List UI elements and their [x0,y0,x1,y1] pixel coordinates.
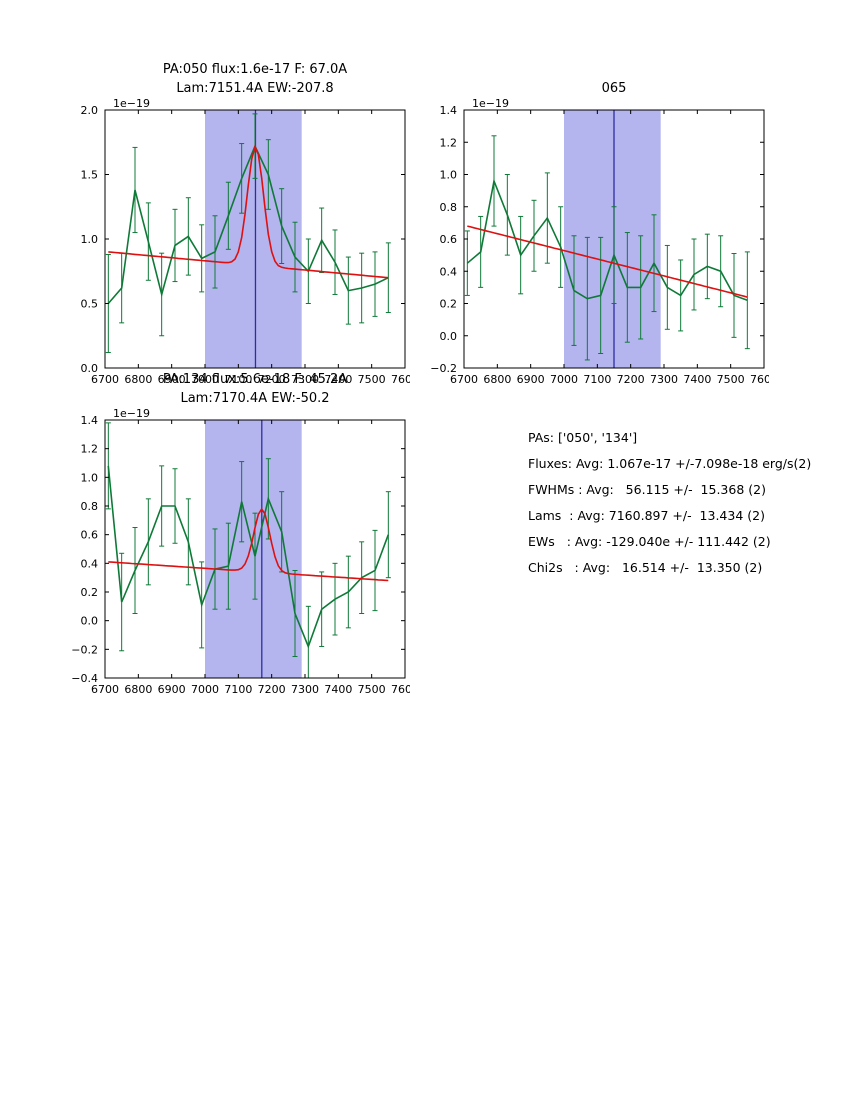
svg-text:7300: 7300 [291,683,319,696]
svg-text:7000: 7000 [550,373,578,386]
svg-text:2.0: 2.0 [81,104,99,117]
svg-text:−0.2: −0.2 [71,643,98,656]
svg-text:7400: 7400 [683,373,711,386]
chart-title-065: 065 [464,58,764,98]
svg-text:1.0: 1.0 [81,233,99,246]
svg-text:1.2: 1.2 [440,136,458,149]
svg-text:7500: 7500 [358,683,386,696]
svg-text:6700: 6700 [91,683,119,696]
plot-065: 6700 6800 6900 7000 7100 7200 7300 7400 7500 7600… [430,98,769,386]
svg-text:7400: 7400 [324,373,352,386]
svg-text:7000: 7000 [191,683,219,696]
svg-text:6800: 6800 [124,683,152,696]
svg-text:7200: 7200 [617,373,645,386]
svg-text:0.4: 0.4 [440,265,458,278]
chart-title-line: 065 [601,81,627,96]
chart-title-line: Lam:7151.4A EW:-207.8 [176,81,334,96]
svg-text:7100: 7100 [224,683,252,696]
stats-line-fluxes: Fluxes: Avg: 1.067e-17 +/-7.098e-18 erg/… [528,456,812,471]
svg-text:6900: 6900 [517,373,545,386]
svg-text:0.0: 0.0 [81,615,99,628]
chart-title-line: Lam:7170.4A EW:-50.2 [180,391,330,406]
svg-text:1e−19: 1e−19 [113,408,150,420]
svg-text:0.0: 0.0 [440,330,458,343]
chart-title-pa134: PA:134 flux:5.6e-18 F: 45.2A Lam:7170.4A… [105,368,405,408]
plot-pa134: 6700 6800 6900 7000 7100 7200 7300 7400 7500 7600… [71,408,410,696]
svg-text:7300: 7300 [650,373,678,386]
svg-text:1.4: 1.4 [81,414,99,427]
svg-text:1.0: 1.0 [440,169,458,182]
svg-text:6700: 6700 [91,373,119,386]
svg-text:7100: 7100 [583,373,611,386]
svg-text:0.6: 0.6 [81,529,99,542]
svg-text:7000: 7000 [191,373,219,386]
stats-line-lams: Lams : Avg: 7160.897 +/- 13.434 (2) [528,508,765,523]
svg-text:6900: 6900 [158,373,186,386]
chart-065: 065 6700 6800 6900 7000 7100 7200 7300 7400 7500… [409,58,769,398]
svg-text:0.8: 0.8 [440,201,458,214]
svg-text:1.2: 1.2 [81,443,99,456]
stats-summary: PAs: ['050', '134'] Fluxes: Avg: 1.067e-… [528,430,811,586]
plot-pa050: 6700 6800 6900 7000 7100 7200 7300 7400 7500 760 0… [81,98,411,386]
svg-text:−0.4: −0.4 [71,672,98,685]
svg-text:7200: 7200 [258,683,286,696]
svg-text:0.8: 0.8 [81,500,99,513]
chart-pa050: PA:050 flux:1.6e-17 F: 67.0A Lam:7151.4A… [50,58,411,398]
svg-text:6800: 6800 [483,373,511,386]
stats-line-chi2s: Chi2s : Avg: 16.514 +/- 13.350 (2) [528,560,763,575]
svg-text:0.2: 0.2 [81,586,99,599]
svg-text:1.4: 1.4 [440,104,458,117]
stats-line-fwhms: FWHMs : Avg: 56.115 +/- 15.368 (2) [528,482,766,497]
stats-line-ews: EWs : Avg: -129.040e +/- 111.442 (2) [528,534,771,549]
svg-text:0.4: 0.4 [81,557,99,570]
svg-text:7200: 7200 [258,373,286,386]
svg-text:−0.2: −0.2 [430,362,457,375]
chart-pa134: PA:134 flux:5.6e-18 F: 45.2A Lam:7170.4A… [50,368,410,708]
svg-text:7100: 7100 [224,373,252,386]
svg-text:1.0: 1.0 [81,471,99,484]
chart-title-pa050: PA:050 flux:1.6e-17 F: 67.0A Lam:7151.4A… [105,58,405,98]
svg-text:0.0: 0.0 [81,362,99,375]
svg-text:7500: 7500 [358,373,386,386]
svg-text:6700: 6700 [450,373,478,386]
svg-text:0.6: 0.6 [440,233,458,246]
svg-text:6900: 6900 [158,683,186,696]
svg-text:1.5: 1.5 [81,169,99,182]
svg-text:6800: 6800 [124,373,152,386]
svg-text:7400: 7400 [324,683,352,696]
svg-text:7300: 7300 [291,373,319,386]
chart-title-line: PA:134 flux:5.6e-18 F: 45.2A [162,372,348,387]
svg-text:7500: 7500 [717,373,745,386]
svg-text:0.5: 0.5 [81,298,99,311]
svg-text:1e−19: 1e−19 [472,98,509,110]
chart-title-line: PA:050 flux:1.6e-17 F: 67.0A [162,62,348,77]
svg-text:1e−19: 1e−19 [113,98,150,110]
svg-text:0.2: 0.2 [440,298,458,311]
stats-line-pas: PAs: ['050', '134'] [528,430,638,445]
